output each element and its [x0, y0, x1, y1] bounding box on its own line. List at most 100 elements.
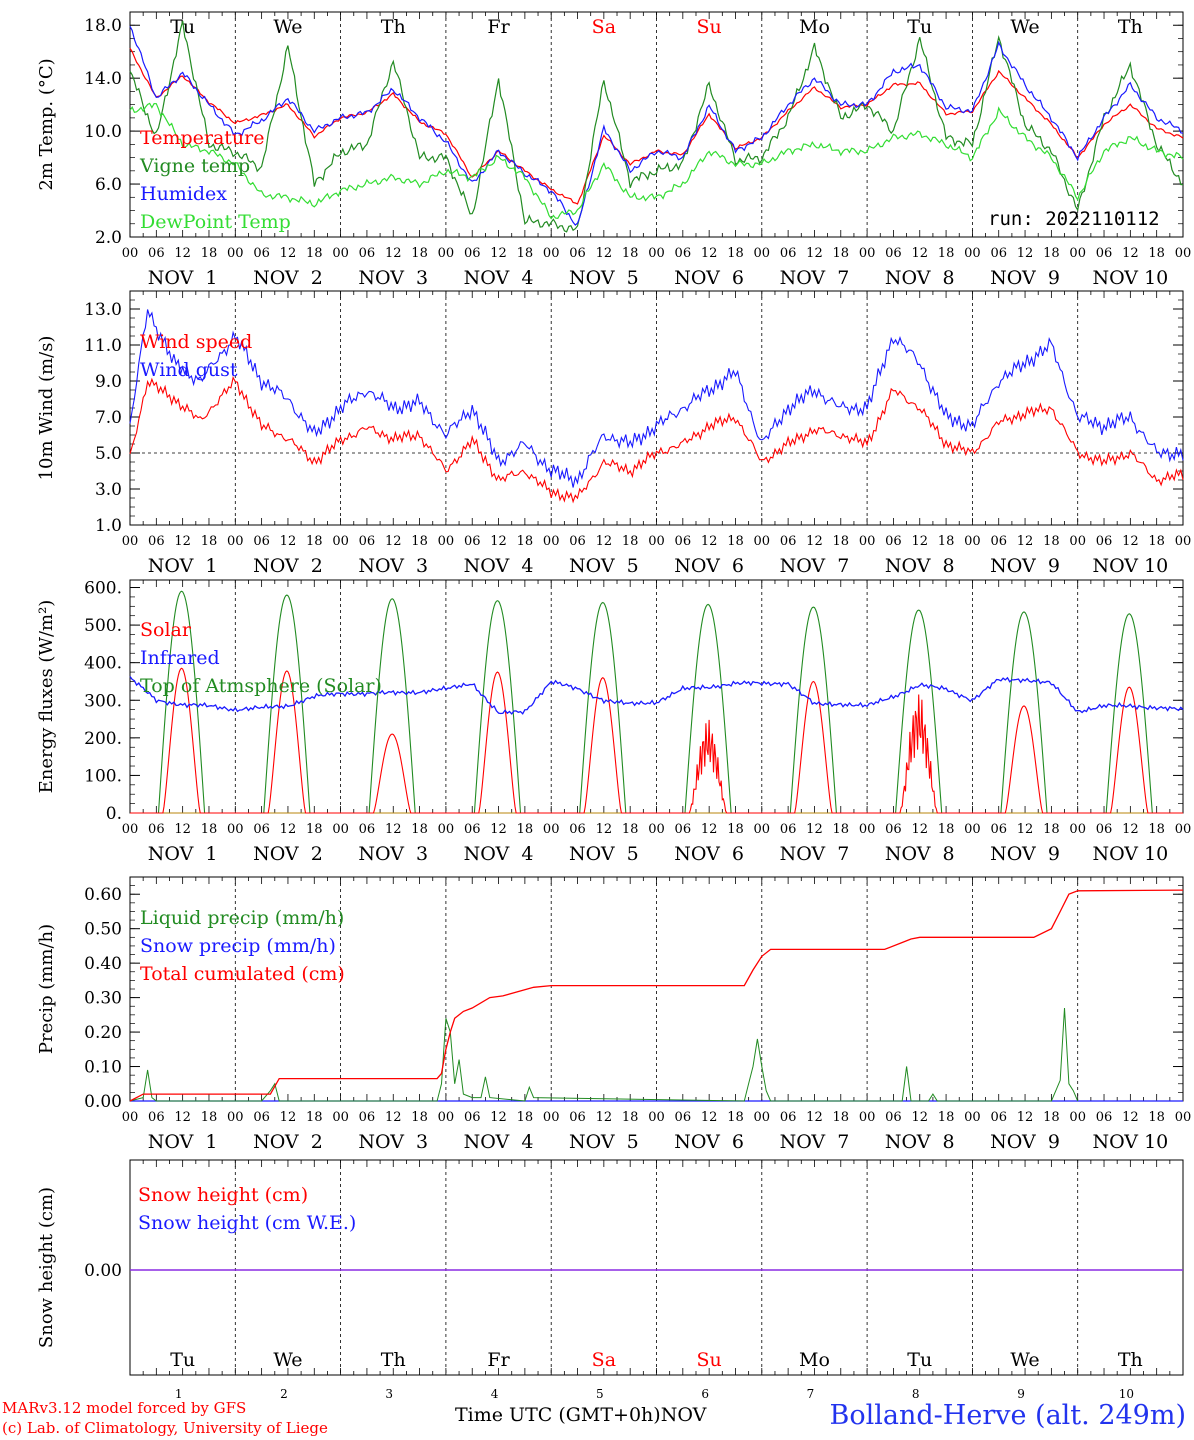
x-tick-label: 06 — [569, 1110, 586, 1125]
x-tick-label: 06 — [1096, 822, 1113, 837]
date-label: NOV 3 — [358, 1131, 428, 1153]
weekday-label: Mo — [799, 16, 830, 38]
weekday-label: Fr — [487, 1349, 510, 1371]
legend-entry: Total cumulated (cm) — [140, 963, 345, 985]
x-tick-label: 06 — [359, 246, 376, 261]
y-tick-label: 0.00 — [84, 1261, 122, 1281]
x-tick-label: 12 — [280, 534, 297, 549]
date-label: NOV 8 — [885, 555, 955, 577]
x-tick-label: 00 — [648, 534, 665, 549]
x-tick-label: 18 — [411, 822, 428, 837]
weekday-label: Th — [1118, 16, 1143, 38]
credit-text: MARv3.12 model forced by GFS (c) Lab. of… — [2, 1398, 328, 1438]
weekday-label: Th — [1118, 1349, 1143, 1371]
date-label: NOV 5 — [569, 555, 639, 577]
y-tick-label: 10.0 — [84, 122, 122, 142]
x-tick-label: 00 — [543, 1110, 560, 1125]
x-tick-label: 18 — [1148, 534, 1165, 549]
x-tick-label: 00 — [648, 822, 665, 837]
x-tick-label: 12 — [385, 822, 402, 837]
x-tick-label: 12 — [1017, 246, 1034, 261]
x-tick-label: 18 — [727, 534, 744, 549]
x-tick-label: 00 — [543, 246, 560, 261]
date-label: NOV 10 — [1092, 1131, 1168, 1153]
y-tick-label: 14.0 — [84, 69, 122, 89]
date-label: NOV 1 — [148, 267, 218, 289]
day-number-label: 4 — [491, 1387, 499, 1401]
x-tick-label: 12 — [701, 822, 718, 837]
series-humidex — [129, 26, 1184, 226]
x-tick-label: 00 — [964, 534, 981, 549]
x-tick-label: 00 — [543, 822, 560, 837]
legend-entry: Liquid precip (mm/h) — [140, 907, 344, 929]
x-tick-label: 06 — [253, 1110, 270, 1125]
day-number-label: 6 — [701, 1387, 709, 1401]
x-tick-label: 18 — [622, 822, 639, 837]
x-tick-label: 12 — [490, 534, 507, 549]
day-number-label: 10 — [1119, 1387, 1134, 1401]
date-label: NOV 1 — [148, 843, 218, 865]
x-tick-label: 12 — [911, 534, 928, 549]
x-axis-title-text: Time UTC (GMT+0h) — [455, 1404, 661, 1426]
x-tick-label: 18 — [1043, 822, 1060, 837]
legend-entry: Snow height (cm W.E.) — [138, 1212, 356, 1234]
day-number-label: 5 — [596, 1387, 604, 1401]
date-label: NOV 8 — [885, 1131, 955, 1153]
date-label: NOV 6 — [674, 843, 744, 865]
x-tick-label: 06 — [464, 534, 481, 549]
x-tick-label: 06 — [885, 534, 902, 549]
x-tick-label: 00 — [1069, 534, 1086, 549]
x-tick-label: 00 — [227, 246, 244, 261]
panel-2: 00 06 12 18 00 06 12 18 00 06 12 18 00 06 12 18 00 06 12 18… — [36, 290, 1191, 577]
date-label: NOV 7 — [780, 555, 850, 577]
x-tick-label: 06 — [885, 1110, 902, 1125]
x-tick-label: 06 — [253, 534, 270, 549]
x-tick-label: 12 — [174, 822, 191, 837]
weekday-label: Th — [381, 1349, 406, 1371]
weekday-label: Su — [697, 16, 722, 38]
legend-entry: Infrared — [140, 647, 220, 669]
x-tick-label: 18 — [201, 1110, 218, 1125]
date-label: NOV 7 — [780, 843, 850, 865]
x-tick-label: 18 — [517, 534, 534, 549]
x-tick-label: 06 — [464, 1110, 481, 1125]
x-tick-label: 18 — [411, 534, 428, 549]
x-tick-label: 06 — [1096, 1110, 1113, 1125]
x-tick-label: 12 — [911, 1110, 928, 1125]
x-tick-label: 18 — [306, 246, 323, 261]
y-tick-label: 0.60 — [84, 885, 122, 905]
x-tick-label: 06 — [464, 822, 481, 837]
date-label: NOV 2 — [253, 267, 323, 289]
x-tick-label: 00 — [543, 534, 560, 549]
date-label: NOV 2 — [253, 1131, 323, 1153]
x-tick-label: 06 — [569, 534, 586, 549]
x-tick-label: 12 — [174, 1110, 191, 1125]
y-tick-label: 6.0 — [95, 175, 122, 195]
x-tick-label: 06 — [675, 1110, 692, 1125]
x-tick-label: 12 — [911, 822, 928, 837]
x-tick-label: 00 — [1069, 822, 1086, 837]
day-number-label: 2 — [280, 1387, 288, 1401]
x-tick-label: 12 — [385, 534, 402, 549]
x-tick-label: 00 — [1175, 822, 1192, 837]
credit-line-2: (c) Lab. of Climatology, University of L… — [2, 1419, 328, 1437]
x-tick-label: 00 — [859, 246, 876, 261]
y-axis-label: Snow height (cm) — [36, 1187, 57, 1348]
x-tick-label: 18 — [938, 822, 955, 837]
weekday-label: Tu — [907, 16, 932, 38]
date-label: NOV 8 — [885, 843, 955, 865]
y-tick-label: 0.10 — [84, 1058, 122, 1078]
x-tick-label: 18 — [306, 534, 323, 549]
date-label: NOV 3 — [358, 267, 428, 289]
y-tick-label: 500. — [84, 616, 122, 636]
date-label: NOV 9 — [990, 555, 1060, 577]
x-tick-label: 06 — [990, 822, 1007, 837]
weekday-label: Sa — [592, 1349, 616, 1371]
weekday-label: Th — [381, 16, 406, 38]
x-tick-label: 00 — [859, 534, 876, 549]
x-tick-label: 12 — [174, 246, 191, 261]
day-number-label: 9 — [1017, 1387, 1025, 1401]
x-tick-label: 00 — [754, 822, 771, 837]
x-tick-label: 18 — [1148, 822, 1165, 837]
x-tick-label: 18 — [727, 1110, 744, 1125]
